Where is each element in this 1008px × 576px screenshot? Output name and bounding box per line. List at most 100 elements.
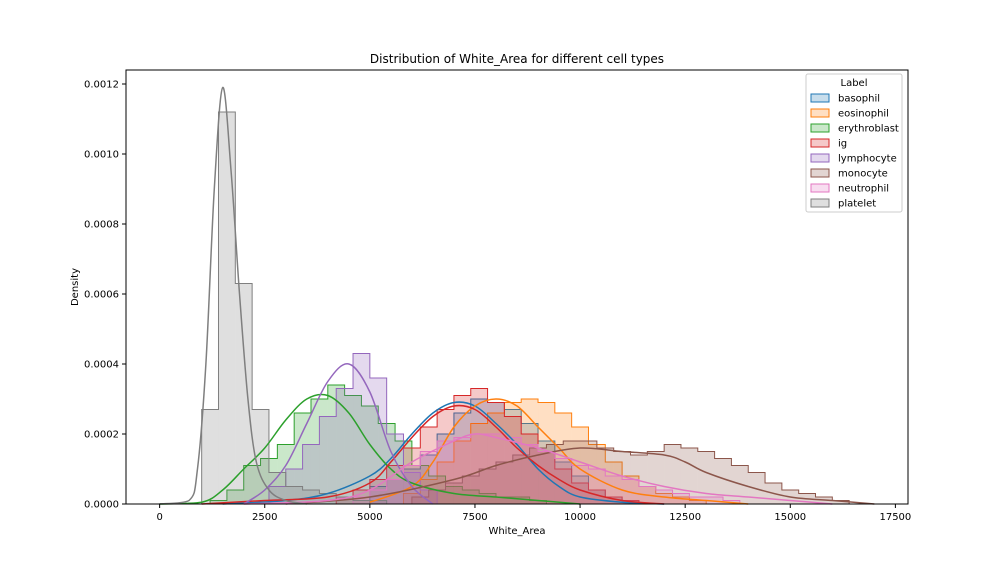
hist-outline-erythroblast bbox=[209, 384, 547, 504]
y-tick-label: 0.0010 bbox=[84, 150, 119, 161]
bar-neutrophil-9 bbox=[504, 437, 522, 504]
kde-layer bbox=[159, 86, 875, 505]
y-tick-label: 0.0012 bbox=[84, 80, 119, 91]
kde-eosinophil bbox=[369, 398, 749, 505]
bar-basophil-10 bbox=[538, 441, 555, 504]
bar-erythroblast-15 bbox=[462, 490, 480, 504]
legend-swatch-basophil bbox=[810, 93, 830, 103]
kde-monocyte bbox=[285, 447, 875, 505]
bar-lymphocyte-4 bbox=[336, 388, 354, 504]
bar-platelet-7 bbox=[319, 493, 337, 504]
bar-monocyte-18 bbox=[714, 458, 732, 504]
x-tick-label: 12500 bbox=[669, 512, 701, 523]
bar-neutrophil-6 bbox=[453, 437, 471, 504]
y-tick-label: 0.0004 bbox=[84, 360, 119, 371]
bar-erythroblast-7 bbox=[327, 385, 345, 504]
bar-erythroblast-18 bbox=[512, 497, 530, 504]
hist-outline-eosinophil bbox=[402, 398, 707, 504]
bar-erythroblast-0 bbox=[210, 500, 227, 504]
legend-entries: basophil eosinophil erythroblast ig lymphocy… bbox=[810, 93, 899, 210]
x-tick-label: 7500 bbox=[462, 512, 487, 523]
legend-label-monocyte: monocyte bbox=[838, 169, 888, 180]
kde-lymphocyte bbox=[243, 363, 434, 505]
bar-monocyte-0 bbox=[411, 497, 429, 504]
bar-eosinophil-13 bbox=[622, 476, 639, 504]
bar-platelet-2 bbox=[235, 283, 253, 504]
x-tick-label: 15000 bbox=[774, 512, 806, 523]
y-tick-label: 0.0002 bbox=[84, 430, 119, 441]
plot-frame bbox=[125, 69, 909, 505]
x-tick-label: 5000 bbox=[357, 512, 382, 523]
bar-monocyte-10 bbox=[580, 441, 597, 504]
bar-eosinophil-3 bbox=[453, 441, 471, 504]
kde-erythroblast bbox=[159, 393, 581, 505]
bar-ig-3 bbox=[386, 465, 404, 504]
bar-erythroblast-1 bbox=[226, 490, 244, 504]
bar-erythroblast-3 bbox=[260, 458, 278, 504]
bar-erythroblast-8 bbox=[344, 395, 362, 504]
bar-erythroblast-2 bbox=[243, 465, 261, 504]
bar-monocyte-14 bbox=[647, 451, 665, 504]
legend-swatch-monocyte bbox=[810, 168, 830, 178]
x-axis-label: White_Area bbox=[488, 526, 545, 537]
bar-basophil-1 bbox=[386, 479, 404, 504]
bar-neutrophil-14 bbox=[588, 469, 606, 504]
bar-lymphocyte-3 bbox=[319, 416, 337, 504]
bar-platelet-1 bbox=[218, 112, 236, 504]
bar-platelet-0 bbox=[201, 409, 219, 504]
bar-monocyte-6 bbox=[512, 455, 530, 504]
legend-swatch-platelet bbox=[810, 198, 830, 208]
bar-neutrophil-2 bbox=[386, 479, 404, 504]
bar-platelet-10 bbox=[369, 500, 387, 504]
legend-label-basophil: basophil bbox=[838, 94, 880, 105]
bar-erythroblast-16 bbox=[479, 493, 496, 504]
kde-basophil bbox=[222, 401, 665, 505]
y-tick-label: 0.0008 bbox=[84, 220, 119, 231]
bar-ig-13 bbox=[554, 469, 572, 504]
bar-basophil-14 bbox=[605, 497, 623, 504]
bar-monocyte-8 bbox=[546, 444, 564, 504]
y-axis-label: Density bbox=[70, 268, 81, 306]
bar-lymphocyte-2 bbox=[302, 444, 320, 504]
legend-label-neutrophil: neutrophil bbox=[838, 184, 889, 195]
bar-basophil-6 bbox=[470, 399, 488, 504]
bar-monocyte-5 bbox=[495, 462, 513, 504]
legend-swatch-erythroblast bbox=[810, 123, 830, 133]
bar-platelet-3 bbox=[252, 409, 269, 504]
kde-neutrophil bbox=[243, 433, 833, 505]
bar-eosinophil-11 bbox=[588, 444, 606, 504]
kde-ig bbox=[201, 404, 665, 505]
legend-title: Label bbox=[841, 78, 868, 89]
bar-neutrophil-15 bbox=[605, 476, 623, 504]
bar-eosinophil-16 bbox=[672, 497, 690, 504]
hist-outline-platelet bbox=[201, 111, 388, 504]
y-tick-label: 0.0006 bbox=[84, 290, 119, 301]
chart-title: Distribution of White_Area for different… bbox=[370, 52, 664, 66]
x-axis: 0 2500 5000 7500 10000 12500 15000 17500 bbox=[156, 504, 911, 523]
bar-erythroblast-17 bbox=[495, 497, 513, 504]
legend-label-eosinophil: eosinophil bbox=[838, 109, 889, 120]
legend-swatch-neutrophil bbox=[810, 183, 830, 193]
bar-basophil-11 bbox=[554, 462, 572, 504]
bar-ig-8 bbox=[470, 388, 488, 504]
hist-outline-lymphocyte bbox=[268, 353, 438, 504]
bar-monocyte-1 bbox=[428, 490, 446, 504]
bar-lymphocyte-5 bbox=[353, 353, 370, 504]
bar-platelet-4 bbox=[268, 472, 286, 504]
bar-ig-11 bbox=[521, 434, 539, 504]
legend-swatch-ig bbox=[810, 138, 830, 148]
hist-outline-ig bbox=[335, 388, 640, 504]
y-tick-label: 0.0000 bbox=[84, 500, 119, 511]
legend-label-lymphocyte: lymphocyte bbox=[838, 154, 897, 165]
x-tick-label: 17500 bbox=[879, 512, 911, 523]
bar-monocyte-3 bbox=[462, 476, 480, 504]
bar-monocyte-25 bbox=[832, 500, 850, 504]
bar-monocyte-4 bbox=[479, 469, 496, 504]
bar-neutrophil-7 bbox=[470, 434, 488, 504]
legend-box bbox=[805, 73, 903, 213]
y-axis: 0.0000 0.0002 0.0004 0.0006 0.0008 0.0010 0.00… bbox=[84, 80, 126, 511]
kde-platelet bbox=[159, 86, 307, 505]
x-tick-label: 10000 bbox=[564, 512, 596, 523]
bar-eosinophil-17 bbox=[689, 500, 707, 504]
